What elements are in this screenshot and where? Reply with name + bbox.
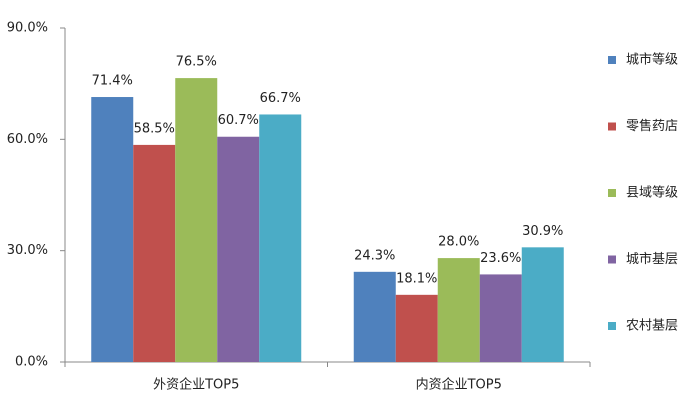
x-tick-label: 外资企业TOP5 <box>153 377 239 393</box>
legend-label: 城市基层 <box>626 251 678 267</box>
legend-swatch <box>608 189 616 197</box>
x-tick-label: 内资企业TOP5 <box>416 377 502 393</box>
legend-swatch <box>608 255 616 264</box>
bar <box>521 247 564 362</box>
bar <box>395 294 438 362</box>
legend-swatch <box>608 122 616 131</box>
value-label: 58.5% <box>134 121 175 136</box>
legend-swatch <box>608 56 616 64</box>
value-label: 24.3% <box>354 248 395 263</box>
legend-label: 零售药店 <box>626 118 678 134</box>
bar <box>437 258 480 362</box>
value-label: 60.7% <box>218 113 259 128</box>
legend-swatch <box>608 322 616 330</box>
legend-label: 县域等级 <box>626 185 678 201</box>
bar <box>133 144 176 362</box>
bar <box>91 97 134 362</box>
bar <box>259 114 302 362</box>
value-label: 76.5% <box>176 55 217 70</box>
value-label: 23.6% <box>480 251 521 266</box>
value-label: 30.9% <box>522 224 563 239</box>
bar <box>353 271 396 362</box>
bar <box>479 274 522 362</box>
y-tick-label: 60.0% <box>7 132 48 147</box>
value-label: 18.1% <box>396 271 437 286</box>
y-tick-label: 30.0% <box>7 243 48 258</box>
value-label: 66.7% <box>260 91 301 106</box>
legend-label: 城市等级 <box>626 52 678 68</box>
bar <box>217 136 260 362</box>
y-tick-label: 0.0% <box>15 355 48 370</box>
legend-label: 农村基层 <box>626 319 678 334</box>
value-label: 28.0% <box>438 235 479 250</box>
bar <box>175 78 218 362</box>
y-tick-label: 90.0% <box>7 21 48 36</box>
value-label: 71.4% <box>92 74 133 89</box>
